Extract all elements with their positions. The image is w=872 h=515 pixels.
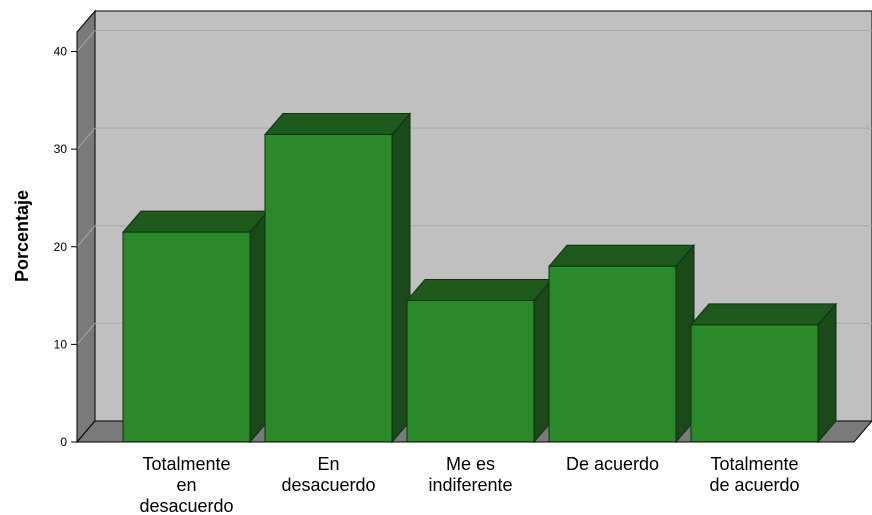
x-category-label: En desacuerdo	[281, 454, 375, 495]
bars	[121, 112, 838, 444]
y-axis: 0 10 20 30 40	[54, 32, 78, 449]
y-tick-label: 40	[54, 45, 68, 59]
bar-top	[405, 278, 554, 301]
bar	[263, 112, 412, 444]
bar-top	[547, 244, 696, 267]
x-category-label: De acuerdo	[566, 454, 659, 474]
bar-top	[263, 113, 412, 135]
x-category-label-line: desacuerdo	[139, 496, 233, 515]
x-category-label-line: En	[317, 454, 339, 474]
bar-front	[548, 265, 677, 443]
x-category-label-line: indiferente	[428, 475, 512, 495]
x-category-label-line: Totalmente	[710, 454, 798, 474]
y-tick-label: 20	[54, 240, 68, 254]
bar-front	[264, 134, 393, 443]
x-category-label: Me es indiferente	[428, 454, 512, 495]
y-tick-label: 0	[60, 435, 67, 449]
x-category-label: Totalmente en desacuerdo	[139, 454, 233, 515]
bar	[547, 243, 696, 444]
bar-front	[122, 231, 251, 443]
y-tick-label: 10	[54, 337, 68, 351]
bar	[121, 209, 270, 444]
gridline-side	[76, 225, 96, 248]
bar-front	[690, 324, 819, 443]
side-wall	[76, 9, 96, 444]
bar	[689, 302, 838, 444]
bar-top	[689, 303, 838, 326]
x-category-label-line: en	[176, 475, 196, 495]
bar-front	[406, 299, 535, 443]
y-tick-label: 30	[54, 142, 68, 156]
x-category-label-line: Me es	[446, 454, 495, 474]
gridline-side	[76, 323, 96, 345]
bar-top	[121, 210, 270, 233]
x-category-label-line: Totalmente	[142, 454, 230, 474]
x-category-label-line: de acuerdo	[709, 475, 799, 495]
gridline-side	[76, 127, 96, 150]
bar	[405, 278, 554, 444]
bar-side	[817, 302, 837, 444]
x-category-label-line: De acuerdo	[566, 454, 659, 474]
x-category-label-line: desacuerdo	[281, 475, 375, 495]
y-axis-label: Porcentaje	[12, 190, 32, 282]
gridline-side	[76, 30, 96, 52]
x-category-label: Totalmente de acuerdo	[709, 454, 799, 495]
